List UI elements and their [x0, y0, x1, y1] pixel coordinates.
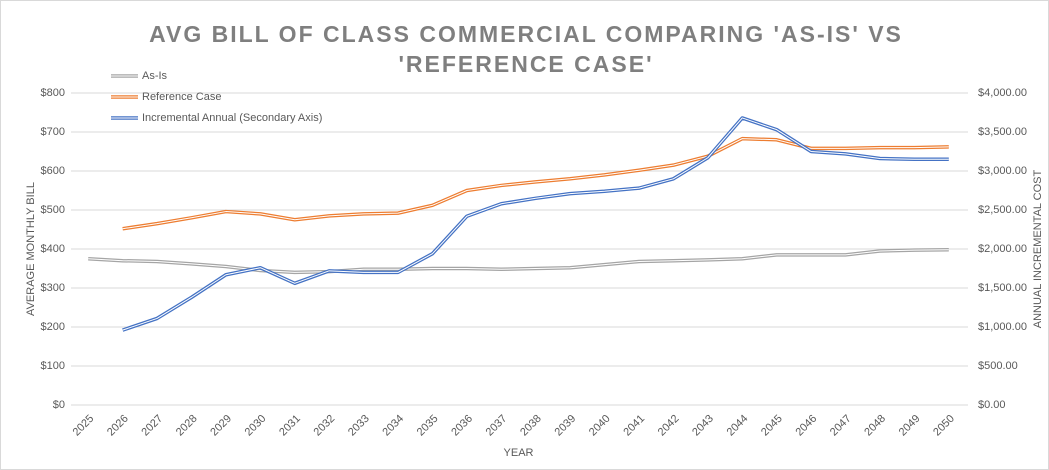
x-tick-label: 2036 [449, 413, 475, 439]
x-tick-label: 2033 [346, 413, 372, 439]
x-tick-label: 2040 [587, 413, 613, 439]
x-tick-label: 2027 [139, 413, 165, 439]
x-tick-label: 2039 [553, 413, 579, 439]
y2-tick-label: $0.00 [978, 399, 1006, 411]
x-tick-label: 2045 [759, 413, 785, 439]
x-tick-label: 2029 [208, 413, 234, 439]
x-tick-label: 2031 [277, 413, 303, 439]
x-tick-label: 2042 [656, 413, 682, 439]
y-tick-label: $300 [41, 282, 65, 294]
y-tick-label: $0 [53, 399, 65, 411]
legend-label: Reference Case [142, 91, 222, 103]
legend-label: Incremental Annual (Secondary Axis) [142, 112, 322, 124]
x-tick-label: 2037 [484, 413, 510, 439]
y-tick-label: $400 [41, 243, 65, 255]
series-line-core [122, 117, 949, 331]
y-tick-label: $200 [41, 321, 65, 333]
x-tick-label: 2026 [105, 413, 131, 439]
series-line-core [122, 138, 949, 230]
y2-tick-label: $500.00 [978, 360, 1018, 372]
y2-tick-label: $1,500.00 [978, 282, 1027, 294]
x-tick-label: 2043 [690, 413, 716, 439]
y-tick-label: $600 [41, 165, 65, 177]
x-tick-label: 2048 [862, 413, 888, 439]
x-tick-label: 2034 [380, 413, 406, 439]
y2-tick-label: $3,000.00 [978, 165, 1027, 177]
y-tick-label: $500 [41, 204, 65, 216]
y2-tick-label: $2,500.00 [978, 204, 1027, 216]
x-tick-label: 2046 [793, 413, 819, 439]
y-tick-label: $800 [41, 87, 65, 99]
y-tick-label: $100 [41, 360, 65, 372]
legend-label: As-Is [142, 70, 168, 82]
x-tick-label: 2030 [243, 413, 269, 439]
x-tick-label: 2041 [621, 413, 647, 439]
y-tick-label: $700 [41, 126, 65, 138]
y-axis-title: AVERAGE MONTHLY BILL [25, 182, 37, 316]
x-tick-label: 2047 [828, 413, 854, 439]
y2-tick-label: $1,000.00 [978, 321, 1027, 333]
x-tick-label: 2049 [897, 413, 923, 439]
x-tick-label: 2028 [174, 413, 200, 439]
x-axis-title: YEAR [504, 447, 534, 459]
x-tick-label: 2035 [415, 413, 441, 439]
x-tick-label: 2038 [518, 413, 544, 439]
x-tick-label: 2025 [71, 413, 97, 439]
y2-tick-label: $2,000.00 [978, 243, 1027, 255]
x-tick-label: 2032 [312, 413, 338, 439]
y2-tick-label: $4,000.00 [978, 87, 1027, 99]
chart-title: AVG BILL OF CLASS COMMERCIAL COMPARING '… [149, 21, 903, 77]
x-tick-label: 2050 [931, 413, 957, 439]
x-tick-label: 2044 [725, 413, 751, 439]
y2-axis-title: ANNUAL INCREMENTAL COST [1032, 169, 1044, 328]
y2-tick-label: $3,500.00 [978, 126, 1027, 138]
series-line-core [88, 249, 949, 273]
